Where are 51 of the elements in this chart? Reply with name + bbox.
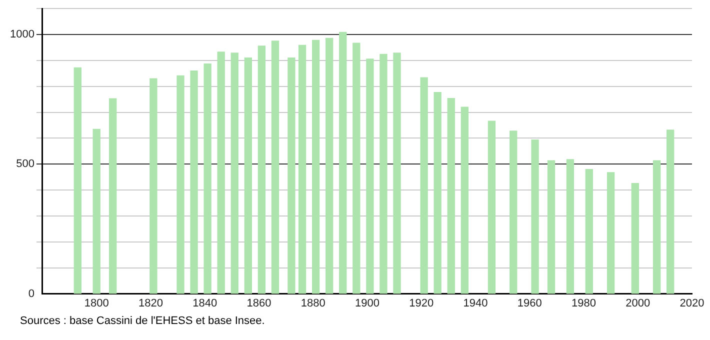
bar bbox=[244, 58, 252, 294]
x-tick-label: 1860 bbox=[246, 297, 272, 310]
bar bbox=[447, 98, 455, 294]
bar bbox=[434, 92, 442, 294]
y-tick-label: 1000 bbox=[10, 28, 34, 41]
x-tick-label: 1840 bbox=[192, 297, 218, 310]
y-tick-label: 500 bbox=[16, 158, 34, 170]
bar bbox=[204, 63, 212, 294]
bar bbox=[298, 44, 306, 294]
bar bbox=[74, 67, 82, 294]
x-tick-label: 1880 bbox=[300, 297, 326, 310]
bar bbox=[92, 128, 100, 294]
x-tick-label: 2020 bbox=[680, 297, 704, 310]
bar bbox=[217, 52, 225, 294]
x-tick-label: 1900 bbox=[354, 297, 380, 310]
bar bbox=[288, 58, 296, 294]
bar bbox=[585, 169, 593, 294]
bar bbox=[460, 106, 468, 294]
source-note: Sources : base Cassini de l'EHESS et base Insee. bbox=[20, 315, 266, 327]
y-tick-label: 0 bbox=[28, 288, 34, 300]
bar bbox=[380, 54, 388, 294]
bar bbox=[230, 52, 238, 294]
bar bbox=[352, 42, 360, 294]
bar bbox=[326, 38, 334, 294]
bar bbox=[652, 160, 661, 294]
bar bbox=[109, 98, 117, 294]
bar bbox=[420, 77, 428, 294]
x-tick-label: 1960 bbox=[517, 297, 542, 310]
bar bbox=[312, 40, 320, 294]
bar bbox=[488, 120, 496, 294]
bar bbox=[566, 159, 574, 294]
bar bbox=[547, 160, 556, 294]
bar bbox=[393, 52, 401, 294]
x-tick-label: 1980 bbox=[572, 297, 596, 310]
bar bbox=[176, 75, 184, 294]
x-tick-label: 1940 bbox=[463, 297, 488, 310]
x-tick-label: 2000 bbox=[626, 297, 650, 310]
bar bbox=[631, 183, 639, 294]
bar bbox=[606, 172, 615, 294]
bar bbox=[150, 78, 158, 294]
bar bbox=[258, 46, 266, 294]
bar bbox=[666, 130, 674, 294]
bar bbox=[366, 58, 374, 294]
bar bbox=[531, 139, 539, 294]
x-tick-label: 1800 bbox=[84, 297, 109, 310]
x-tick-label: 1820 bbox=[138, 297, 163, 310]
x-tick-label: 1920 bbox=[409, 297, 434, 310]
bar bbox=[510, 130, 518, 294]
bar bbox=[271, 40, 280, 294]
bar bbox=[339, 32, 347, 294]
bar bbox=[190, 70, 198, 294]
